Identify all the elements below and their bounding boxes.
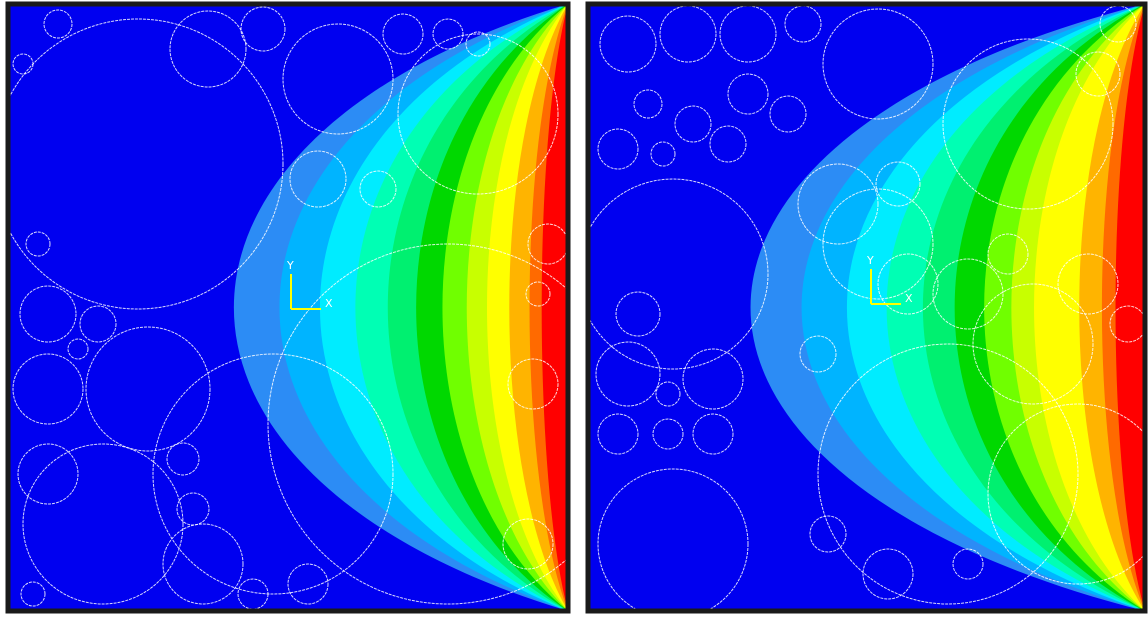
- axis-label: X: [905, 292, 913, 305]
- contour-panel: YX: [578, 4, 1148, 619]
- contour-figure: YXYX: [0, 0, 1148, 619]
- contour-panel: YX: [0, 4, 628, 611]
- axis-label: Y: [866, 254, 874, 267]
- axis-label: X: [325, 297, 333, 310]
- plot-area: YX: [578, 4, 1148, 619]
- plot-area: YX: [0, 4, 628, 611]
- axis-label: Y: [286, 259, 294, 272]
